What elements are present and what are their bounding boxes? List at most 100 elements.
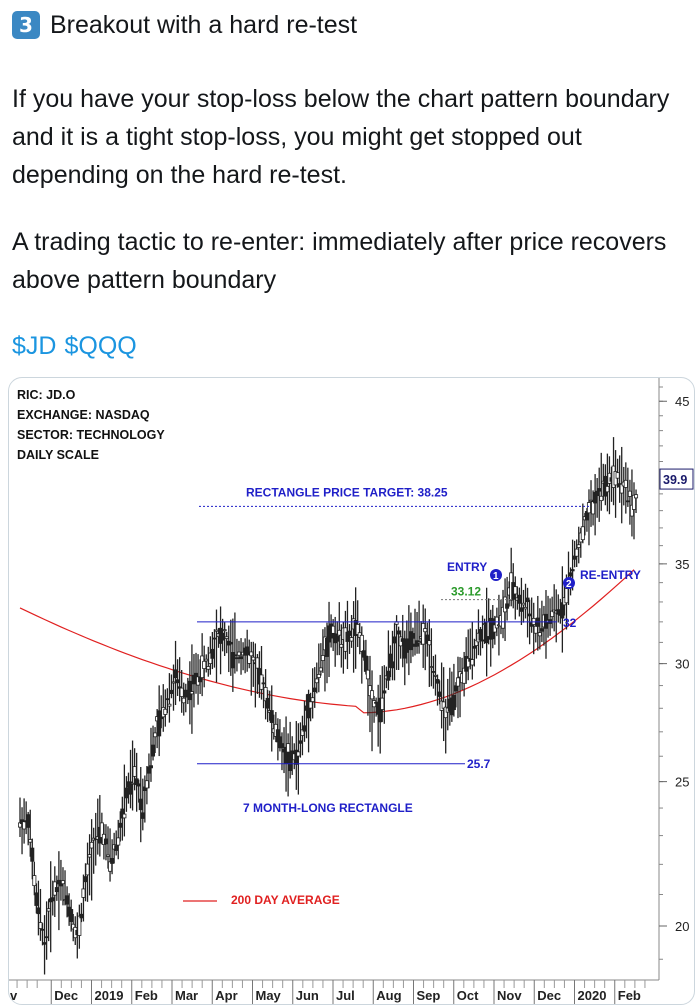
moving-average-layer <box>19 569 635 714</box>
price-candle-body <box>380 697 385 710</box>
time-axis-label: Aug <box>376 988 401 1003</box>
price-candle-body <box>255 657 260 669</box>
price-axis-label: 30 <box>675 657 689 672</box>
price-candle-body <box>169 689 174 695</box>
price-candle-body <box>320 655 325 661</box>
pattern-levels-layer: RECTANGLE PRICE TARGET: 38.25 32 25.7 33.12… <box>183 485 641 907</box>
price-candle-body <box>46 908 51 912</box>
price-candle-body <box>423 628 428 633</box>
price-bars-layer <box>17 437 639 975</box>
price-candle-body <box>470 659 475 666</box>
price-candle-body <box>314 678 319 684</box>
price-candle-body <box>69 909 74 922</box>
price-candle-body <box>431 671 436 673</box>
price-candle-body <box>517 594 522 604</box>
price-candle-body <box>615 472 620 479</box>
price-candle-body <box>421 623 426 645</box>
price-candle-body <box>480 639 485 642</box>
price-candle-body <box>81 888 86 898</box>
cashtag-jd-link[interactable]: $JD <box>12 332 57 360</box>
price-candle-body <box>163 708 168 715</box>
price-candle-body <box>234 657 239 660</box>
reentry-label: RE-ENTRY <box>580 568 641 582</box>
time-axis-label: May <box>256 988 282 1003</box>
price-candle-body <box>38 922 43 929</box>
entry-marker-number: 1 <box>493 571 499 582</box>
price-candle-body <box>259 674 264 690</box>
price-candle-body <box>212 637 217 640</box>
time-axis-label: v <box>10 988 18 1003</box>
price-candle-body <box>171 681 176 684</box>
price-candle-body <box>519 607 524 612</box>
price-candle-body <box>310 697 315 702</box>
chart-info-block: RIC: JD.O EXCHANGE: NASDAQ SECTOR: TECHNOL… <box>17 388 165 462</box>
price-candle-body <box>132 766 137 777</box>
price-candle-body <box>580 526 585 541</box>
price-candle-body <box>308 701 313 709</box>
price-axis-label: 20 <box>675 919 689 934</box>
price-candle-body <box>251 656 256 661</box>
price-candle-body <box>85 863 90 876</box>
price-candle-body <box>392 636 397 644</box>
price-candle-body <box>382 690 387 694</box>
price-candle-body <box>138 798 143 811</box>
time-axis-label: Jun <box>296 988 319 1003</box>
price-candle-body <box>455 677 460 687</box>
price-candle-body <box>589 499 594 502</box>
price-candle-body <box>210 648 215 659</box>
price-axis-label: 45 <box>675 394 689 409</box>
price-candle-body <box>110 857 115 864</box>
tweet-title: Breakout with a hard re-test <box>50 10 358 39</box>
price-candle-body <box>36 907 41 915</box>
price-candle-body <box>335 636 340 642</box>
price-candle-body <box>214 629 219 632</box>
reentry-marker <box>563 577 575 589</box>
price-candle-body <box>130 782 135 785</box>
time-axis-label: Dec <box>54 988 78 1003</box>
price-candle-body <box>116 837 121 846</box>
upper-boundary-label: 32 <box>563 616 577 630</box>
price-candle-body <box>595 490 600 497</box>
price-candle-body <box>279 743 284 749</box>
price-candle-body <box>114 845 119 851</box>
price-candle-body <box>261 682 266 685</box>
price-candle-body <box>349 637 354 642</box>
cashtag-qqq-link[interactable]: $QQQ <box>64 332 137 360</box>
price-candle-body <box>118 822 123 828</box>
price-candle-body <box>386 670 391 681</box>
price-candle-body <box>433 674 438 677</box>
price-candle-body <box>151 744 156 757</box>
price-candle-body <box>187 680 192 701</box>
price-candle-body <box>400 638 405 642</box>
time-axis-label: Jul <box>336 988 355 1003</box>
price-candle-body <box>202 660 207 669</box>
price-candle-body <box>236 651 241 656</box>
price-candle-body <box>224 636 229 639</box>
price-candle-body <box>167 703 172 707</box>
chart-image-card[interactable]: RECTANGLE PRICE TARGET: 38.25 32 25.7 33.12… <box>8 377 695 1005</box>
entry-marker <box>490 569 502 581</box>
price-candle-body <box>165 698 170 701</box>
price-candle-body <box>564 588 569 604</box>
price-candle-body <box>65 895 70 905</box>
price-candle-body <box>296 751 301 757</box>
price-candle-body <box>537 632 542 637</box>
price-candle-body <box>570 569 575 572</box>
tweet-paragraph-tactic: A trading tactic to re-enter: immediatel… <box>12 228 667 294</box>
price-candle-body <box>144 780 149 789</box>
price-candle-body <box>32 875 37 887</box>
price-candle-body <box>40 928 45 931</box>
price-candle-body <box>22 821 27 830</box>
price-candle-body <box>525 597 530 603</box>
price-candle-body <box>286 743 291 753</box>
time-axis-label: 2019 <box>95 988 124 1003</box>
price-candle-body <box>298 740 303 744</box>
price-candle-body <box>106 854 111 857</box>
price-candle-body <box>124 787 129 799</box>
price-candle-body <box>179 687 184 697</box>
price-candle-body <box>396 630 401 635</box>
price-candle-body <box>122 813 127 819</box>
price-candle-body <box>410 633 415 639</box>
time-axis-label: 2020 <box>578 988 607 1003</box>
price-candle-body <box>206 666 211 670</box>
